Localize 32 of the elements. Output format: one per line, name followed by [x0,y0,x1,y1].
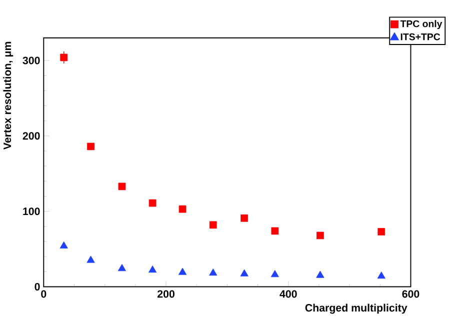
x-tick-label: 400 [280,290,297,298]
point [240,269,248,276]
y-tick-label: 300 [22,56,40,64]
point [378,228,386,236]
point [240,214,248,222]
y-tick-label: 100 [23,208,40,216]
y-axis-title: Vertex resolution, μm [3,42,14,150]
point [271,227,279,235]
y-tick-label: 200 [22,132,40,140]
x-tick-label: 200 [157,290,174,298]
x-tick-label: 0 [41,290,46,298]
point [118,182,126,190]
x-tick-label: 600 [402,290,420,298]
point [86,256,95,263]
legend-label: TPC only [400,20,442,30]
point [178,268,187,275]
point [316,270,324,278]
legend-label: ITS+TPC [400,33,440,40]
x-axis-title: Charged multiplicity [305,304,408,314]
point [118,264,126,272]
point [316,232,324,240]
point [209,268,218,276]
point [148,199,156,207]
point [270,270,279,278]
point [60,241,68,248]
point [178,205,186,213]
point [209,221,217,229]
point [87,142,94,150]
y-tick-label: 0 [34,283,40,291]
point [60,54,68,62]
point [377,272,386,279]
point [148,266,157,273]
